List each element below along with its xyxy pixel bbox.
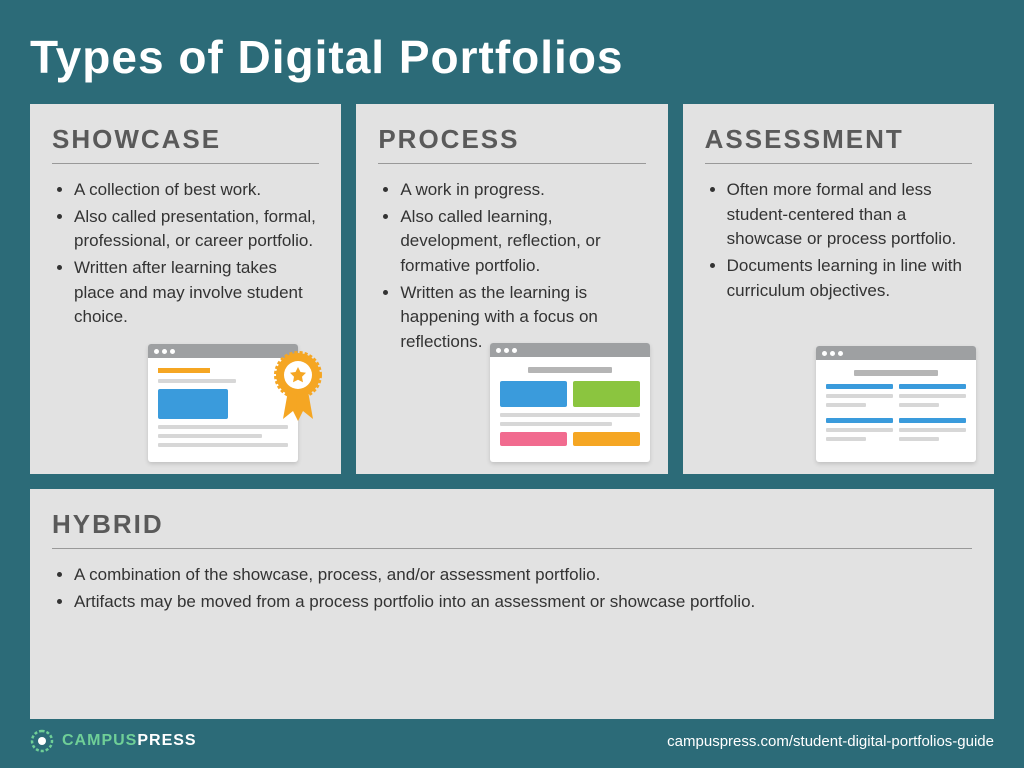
card-title-process: PROCESS bbox=[378, 124, 645, 155]
page-title: Types of Digital Portfolios bbox=[30, 30, 994, 84]
list-item: Written after learning takes place and m… bbox=[74, 256, 319, 330]
list-item: Also called learning, development, refle… bbox=[400, 205, 645, 279]
footer-url: campuspress.com/student-digital-portfoli… bbox=[667, 733, 994, 750]
list-item: Often more formal and less student-cente… bbox=[727, 178, 972, 252]
divider bbox=[52, 163, 319, 164]
showcase-illustration bbox=[148, 344, 323, 462]
assessment-illustration bbox=[816, 346, 976, 462]
list-item: Artifacts may be moved from a process po… bbox=[74, 590, 972, 615]
card-showcase: SHOWCASE A collection of best work. Also… bbox=[30, 104, 341, 474]
process-illustration bbox=[490, 343, 650, 462]
logo-icon bbox=[30, 729, 54, 753]
list-item: Also called presentation, formal, profes… bbox=[74, 205, 319, 254]
list-item: A collection of best work. bbox=[74, 178, 319, 203]
logo-text: CAMPUSPRESS bbox=[62, 732, 197, 750]
divider bbox=[378, 163, 645, 164]
logo-campus: CAMPUS bbox=[62, 732, 137, 749]
campuspress-logo: CAMPUSPRESS bbox=[30, 729, 197, 753]
card-list-assessment: Often more formal and less student-cente… bbox=[705, 178, 972, 303]
card-title-hybrid: HYBRID bbox=[52, 509, 972, 540]
card-hybrid: HYBRID A combination of the showcase, pr… bbox=[30, 489, 994, 719]
card-title-assessment: ASSESSMENT bbox=[705, 124, 972, 155]
divider bbox=[705, 163, 972, 164]
ribbon-icon bbox=[268, 349, 328, 429]
list-item: A combination of the showcase, process, … bbox=[74, 563, 972, 588]
card-assessment: ASSESSMENT Often more formal and less st… bbox=[683, 104, 994, 474]
card-list-hybrid: A combination of the showcase, process, … bbox=[52, 563, 972, 614]
logo-press: PRESS bbox=[137, 732, 196, 749]
list-item: A work in progress. bbox=[400, 178, 645, 203]
footer: CAMPUSPRESS campuspress.com/student-digi… bbox=[30, 719, 994, 753]
top-row: SHOWCASE A collection of best work. Also… bbox=[30, 104, 994, 474]
card-list-showcase: A collection of best work. Also called p… bbox=[52, 178, 319, 330]
card-list-process: A work in progress. Also called learning… bbox=[378, 178, 645, 354]
divider bbox=[52, 548, 972, 549]
card-process: PROCESS A work in progress. Also called … bbox=[356, 104, 667, 474]
card-title-showcase: SHOWCASE bbox=[52, 124, 319, 155]
list-item: Documents learning in line with curricul… bbox=[727, 254, 972, 303]
